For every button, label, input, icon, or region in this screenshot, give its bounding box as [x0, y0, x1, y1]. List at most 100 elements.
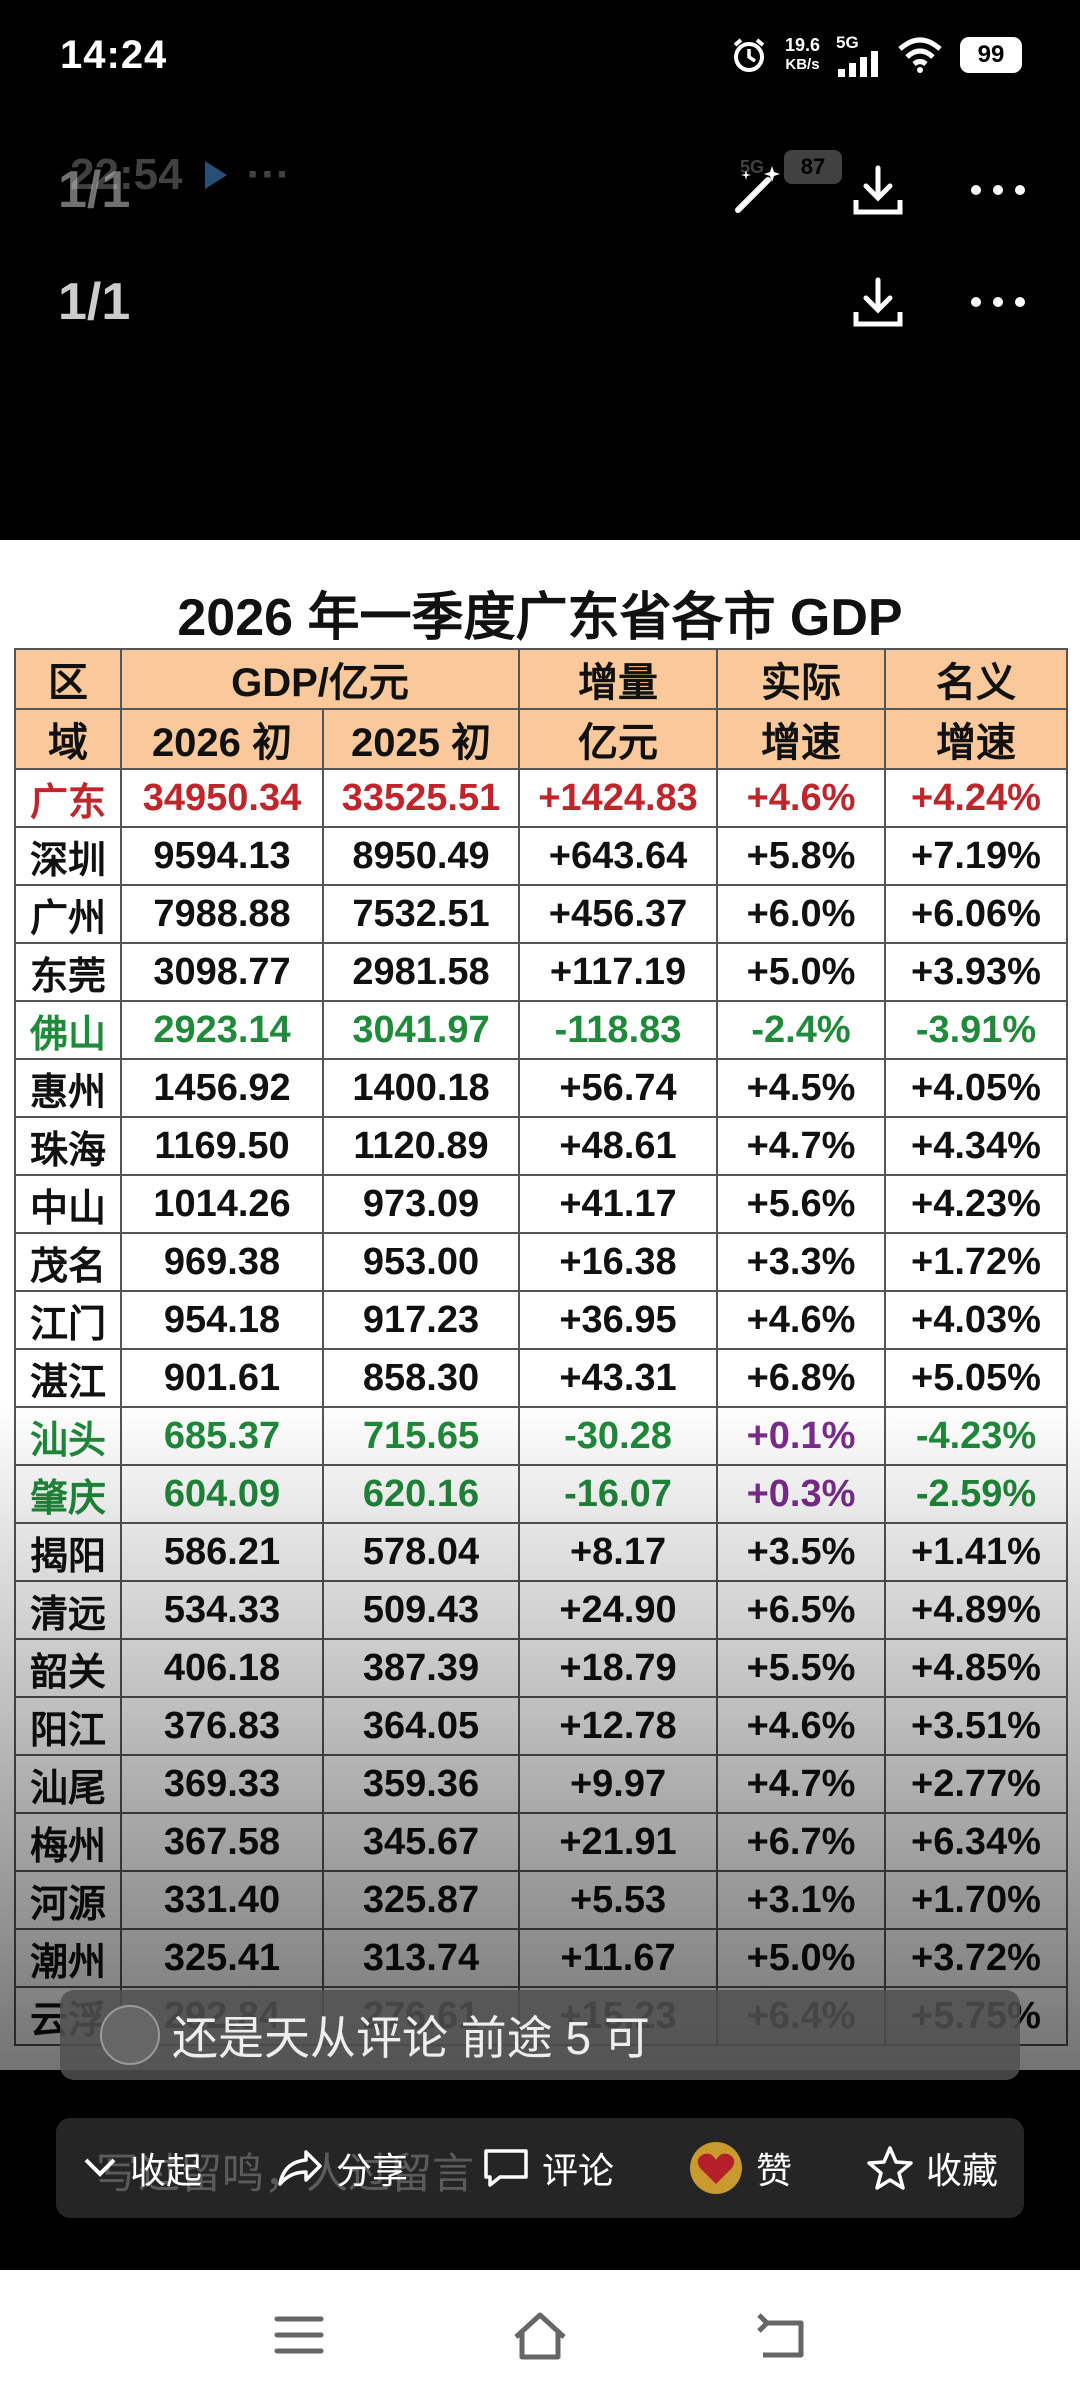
home-icon[interactable]: [508, 2307, 572, 2363]
cell-gdp2025: 858.30: [321, 1348, 521, 1408]
cell-real: +4.7%: [716, 1116, 887, 1176]
cell-real: +4.7%: [716, 1754, 887, 1814]
heart-icon: [689, 2142, 742, 2194]
ghost-status-icons: 5G 87: [740, 150, 843, 184]
viewer-toolbar: 1/1: [0, 252, 1080, 352]
cell-nominal: -2.59%: [884, 1464, 1069, 1524]
table-row: 汕头 685.37 715.65 -30.28 +0.1% -4.23%: [14, 1406, 1069, 1466]
cell-region: 中山: [14, 1174, 122, 1234]
cell-gdp2026: 685.37: [120, 1406, 324, 1466]
cell-gdp2025: 1400.18: [321, 1058, 521, 1118]
cell-gdp2026: 954.18: [120, 1290, 324, 1350]
gdp-table: 区 GDP/亿元 增量 实际 名义 域 2026 初 2025 初 亿元 增速 …: [14, 648, 1069, 2046]
cell-region: 湛江: [14, 1348, 122, 1408]
cell-real: +6.7%: [716, 1812, 887, 1872]
like-button[interactable]: 赞: [688, 2140, 792, 2196]
back-icon[interactable]: [753, 2311, 809, 2359]
cell-nominal: +1.70%: [884, 1870, 1069, 1930]
collapse-button[interactable]: 收起: [82, 2142, 202, 2194]
cell-region: 茂名: [14, 1232, 122, 1292]
cell-gdp2026: 604.09: [120, 1464, 324, 1524]
header-nominal-bottom: 增速: [884, 708, 1069, 770]
table-title: 2026 年一季度广东省各市 GDP: [177, 589, 903, 647]
net-speed-value: 19.6: [784, 35, 820, 55]
cell-nominal: +4.05%: [884, 1058, 1069, 1118]
comment-button[interactable]: 评论: [482, 2142, 614, 2194]
ghost-comment-input: 写过留鸣，人过留言: [96, 2150, 475, 2197]
cell-gdp2025: 578.04: [321, 1522, 521, 1582]
header-year-2025: 2025 初: [321, 708, 521, 770]
cell-increase: -118.83: [518, 1000, 719, 1060]
cell-nominal: +6.06%: [884, 884, 1069, 944]
cell-increase: +9.97: [518, 1754, 719, 1814]
cell-nominal: +5.05%: [884, 1348, 1069, 1408]
table-row: 湛江 901.61 858.30 +43.31 +6.8% +5.05%: [14, 1348, 1069, 1408]
cell-gdp2026: 2923.14: [120, 1000, 324, 1060]
cell-real: +6.5%: [716, 1580, 887, 1640]
cell-region: 河源: [14, 1870, 122, 1930]
cell-increase: +56.74: [518, 1058, 719, 1118]
cell-gdp2025: 2981.58: [321, 942, 521, 1002]
cell-nominal: +4.89%: [884, 1580, 1069, 1640]
cell-nominal: +6.34%: [884, 1812, 1069, 1872]
table-row: 东莞 3098.77 2981.58 +117.19 +5.0% +3.93%: [14, 942, 1069, 1002]
cell-gdp2025: 33525.51: [321, 768, 521, 828]
cell-gdp2025: 345.67: [321, 1812, 521, 1872]
ghost-time-text: 22:54: [70, 150, 183, 199]
download-icon[interactable]: [848, 272, 908, 332]
cell-region: 深圳: [14, 826, 122, 886]
cell-nominal: -4.23%: [884, 1406, 1069, 1466]
comment-ticker[interactable]: 还是天从评论 前途 5 可: [60, 1990, 1020, 2080]
cell-gdp2025: 917.23: [321, 1290, 521, 1350]
cell-region: 江门: [14, 1290, 122, 1350]
table-row: 河源 331.40 325.87 +5.53 +3.1% +1.70%: [14, 1870, 1069, 1930]
header-region-top: 区: [14, 648, 122, 710]
favorite-button[interactable]: 收藏: [866, 2142, 998, 2194]
net-speed-unit: KB/s: [785, 56, 820, 73]
cell-gdp2026: 901.61: [120, 1348, 324, 1408]
cell-real: +6.0%: [716, 884, 887, 944]
cell-real: +5.6%: [716, 1174, 887, 1234]
status-bar: 14:24 19.6 KB/s 5G 99: [0, 0, 1080, 110]
cell-increase: +456.37: [518, 884, 719, 944]
cell-gdp2026: 534.33: [120, 1580, 324, 1640]
header-nominal-top: 名义: [884, 648, 1069, 710]
magic-wand-icon[interactable]: [728, 160, 788, 220]
download-icon-ghost[interactable]: [848, 160, 908, 220]
menu-icon[interactable]: [271, 2313, 327, 2357]
battery-indicator: 99: [960, 37, 1022, 73]
cell-gdp2025: 1120.89: [321, 1116, 521, 1176]
cell-real: +4.6%: [716, 1696, 887, 1756]
ghost-more-dots: ···: [246, 150, 291, 199]
cell-region: 揭阳: [14, 1522, 122, 1582]
cell-region: 潮州: [14, 1928, 122, 1988]
cell-real: +5.8%: [716, 826, 887, 886]
cell-increase: +48.61: [518, 1116, 719, 1176]
cell-increase: +8.17: [518, 1522, 719, 1582]
cell-gdp2025: 7532.51: [321, 884, 521, 944]
cell-increase: +11.67: [518, 1928, 719, 1988]
cell-real: +5.0%: [716, 1928, 887, 1988]
more-icon[interactable]: [968, 292, 1028, 312]
share-button[interactable]: 分享: [276, 2142, 408, 2194]
table-row: 广东 34950.34 33525.51 +1424.83 +4.6% +4.24%: [14, 768, 1069, 828]
cell-gdp2026: 1456.92: [120, 1058, 324, 1118]
table-row: 深圳 9594.13 8950.49 +643.64 +5.8% +7.19%: [14, 826, 1069, 886]
favorite-label: 收藏: [925, 2150, 998, 2191]
cell-nominal: +2.77%: [884, 1754, 1069, 1814]
table-row: 江门 954.18 917.23 +36.95 +4.6% +4.03%: [14, 1290, 1069, 1350]
more-icon-ghost[interactable]: [968, 180, 1028, 200]
image-viewer[interactable]: 2026 年一季度广东省各市 GDP 区 GDP/亿元 增量 实际 名义 域 2…: [0, 540, 1080, 2070]
cell-real: +4.6%: [716, 1290, 887, 1350]
table-row: 佛山 2923.14 3041.97 -118.83 -2.4% -3.91%: [14, 1000, 1069, 1060]
cell-increase: -16.07: [518, 1464, 719, 1524]
cell-nominal: +7.19%: [884, 826, 1069, 886]
cell-gdp2026: 325.41: [120, 1928, 324, 1988]
avatar: [100, 2005, 160, 2065]
cell-gdp2026: 406.18: [120, 1638, 324, 1698]
cell-nominal: +4.34%: [884, 1116, 1069, 1176]
cell-increase: +16.38: [518, 1232, 719, 1292]
table-body: 广东 34950.34 33525.51 +1424.83 +4.6% +4.24% 深圳 9…: [14, 768, 1069, 2046]
cell-real: +5.0%: [716, 942, 887, 1002]
cell-region: 珠海: [14, 1116, 122, 1176]
